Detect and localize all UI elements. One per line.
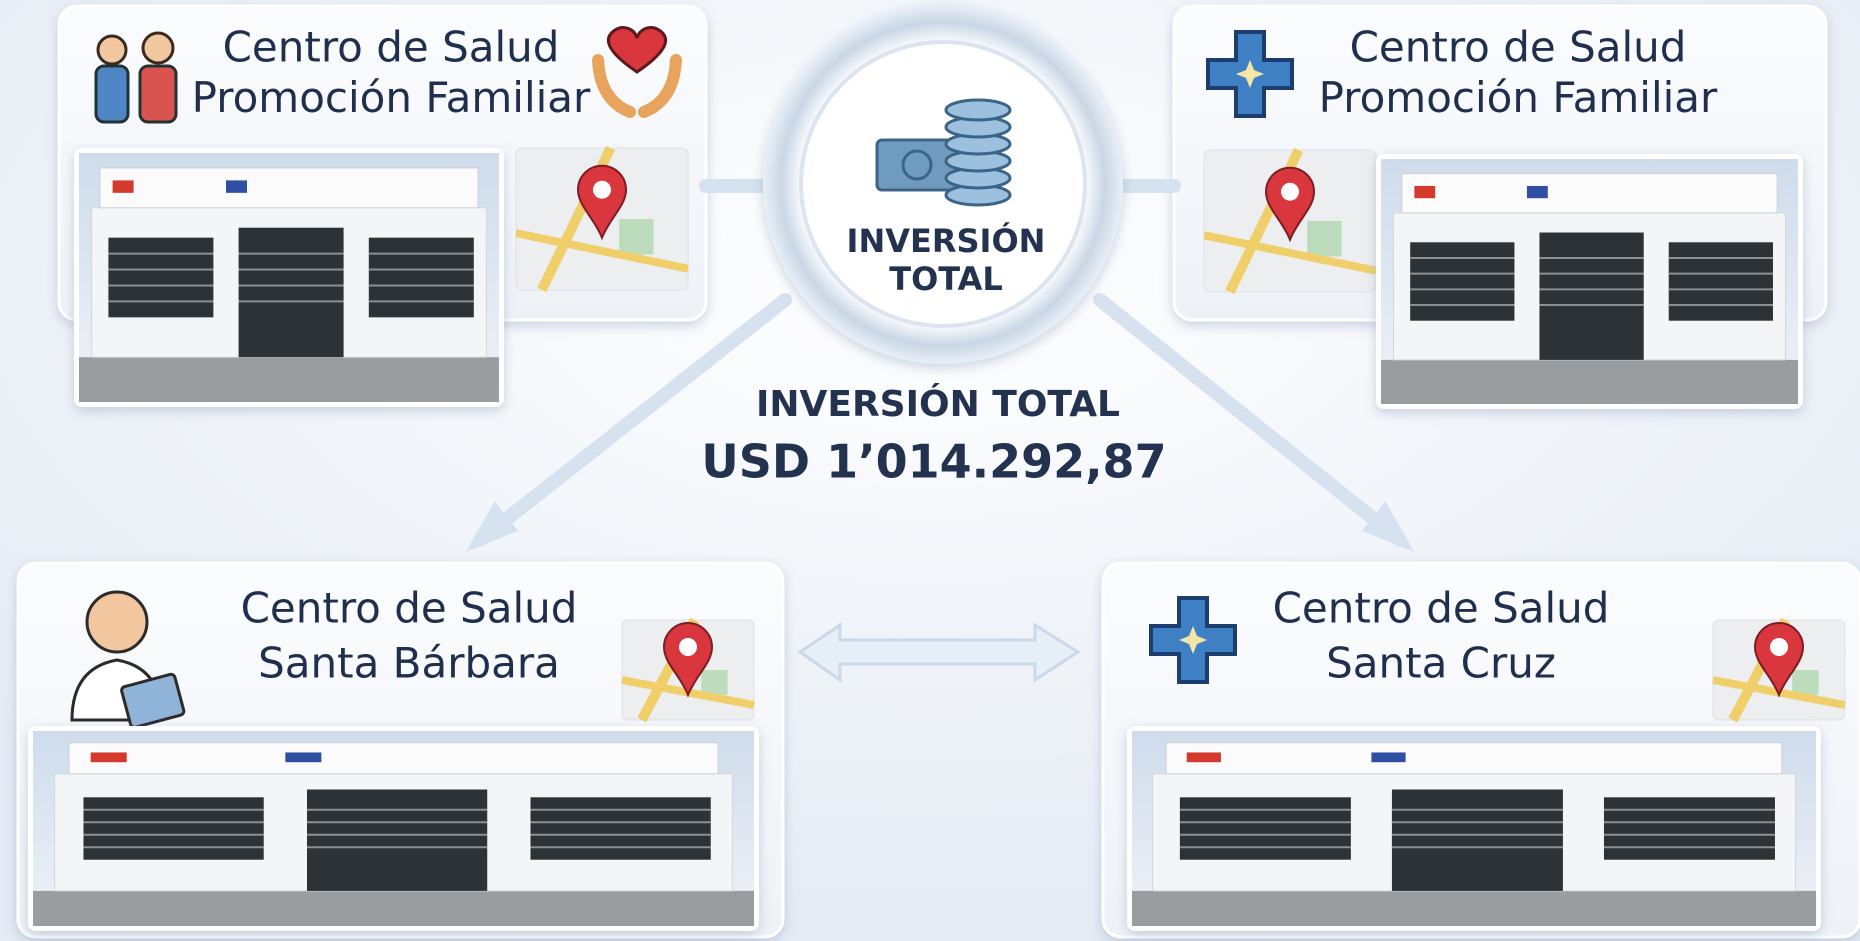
map-road — [515, 229, 689, 273]
map-pin — [1753, 622, 1805, 698]
people-icon — [96, 34, 128, 66]
map-pin-dot — [679, 638, 697, 656]
map-pin — [576, 164, 628, 241]
coins-icon — [944, 98, 1012, 207]
doctor-icon — [85, 590, 149, 654]
double-arrow — [797, 622, 1081, 683]
card-title: Centro de Salud — [1350, 23, 1687, 72]
badge-text: INVERSIÓN — [847, 221, 1046, 260]
map-pin-dot — [593, 180, 611, 199]
building-window — [83, 797, 264, 860]
cross-sparkle — [1236, 60, 1264, 88]
map-pin — [1264, 166, 1316, 243]
sign-logo — [1526, 185, 1548, 199]
map-park — [1792, 670, 1819, 695]
building-window — [1668, 242, 1773, 321]
hands-icon — [592, 54, 682, 118]
card-title: Promoción Familiar — [192, 73, 591, 122]
building-door — [306, 789, 488, 891]
people-icon — [94, 64, 130, 124]
sign-logo — [112, 180, 134, 193]
sign-logo — [90, 752, 127, 763]
banknote-icon — [875, 138, 959, 192]
clipboard-icon — [120, 672, 186, 729]
total-label: INVERSIÓN TOTAL — [756, 383, 1120, 425]
card-title: Santa Bárbara — [258, 639, 560, 688]
card-title: Santa Cruz — [1326, 639, 1556, 688]
building-sign — [1401, 173, 1778, 214]
arrow — [473, 293, 792, 547]
banknote-icon — [901, 149, 933, 181]
sign-logo — [285, 752, 322, 763]
arrow — [1093, 293, 1407, 547]
building-window — [1410, 242, 1515, 321]
people-icon — [138, 64, 178, 124]
map-road — [1203, 231, 1377, 275]
photo-ground — [1381, 359, 1798, 404]
building-door — [1391, 789, 1563, 891]
building-window — [368, 237, 474, 318]
building-door — [1539, 232, 1644, 360]
map-pin-dot — [1770, 638, 1788, 656]
building-window — [530, 797, 711, 860]
sign-logo — [226, 180, 247, 193]
arrow-head — [1361, 501, 1415, 553]
building-sign — [99, 167, 479, 209]
map-park — [619, 219, 654, 255]
map-park — [701, 670, 728, 695]
total-amount: USD 1’014.292,87 — [701, 435, 1166, 489]
arrow-head — [465, 501, 519, 553]
building-sign — [68, 742, 719, 775]
map-park — [1307, 221, 1342, 257]
sign-logo — [1186, 752, 1221, 763]
photo-ground — [79, 357, 499, 402]
card-title: Centro de Salud — [223, 23, 560, 72]
building-sign — [1165, 742, 1783, 775]
card-title: Centro de Salud — [1273, 584, 1610, 633]
badge-text: TOTAL — [889, 260, 1003, 298]
building-door — [238, 227, 344, 358]
photo-ground — [33, 890, 754, 926]
building-window — [1179, 797, 1351, 860]
sign-logo — [1371, 752, 1406, 763]
connectors — [465, 179, 1415, 683]
people-icon — [141, 31, 175, 65]
heart-icon — [606, 26, 668, 74]
building-window — [1603, 797, 1775, 860]
cross-sparkle — [1179, 626, 1207, 654]
sign-logo — [1414, 185, 1436, 199]
center-badge: INVERSIÓN TOTAL — [763, 4, 1123, 364]
photo-ground — [1132, 890, 1816, 926]
building-window — [108, 237, 214, 318]
card-title: Promoción Familiar — [1319, 73, 1718, 122]
map-pin-dot — [1281, 182, 1299, 201]
map-pin — [662, 622, 714, 698]
card-title: Centro de Salud — [241, 584, 578, 633]
